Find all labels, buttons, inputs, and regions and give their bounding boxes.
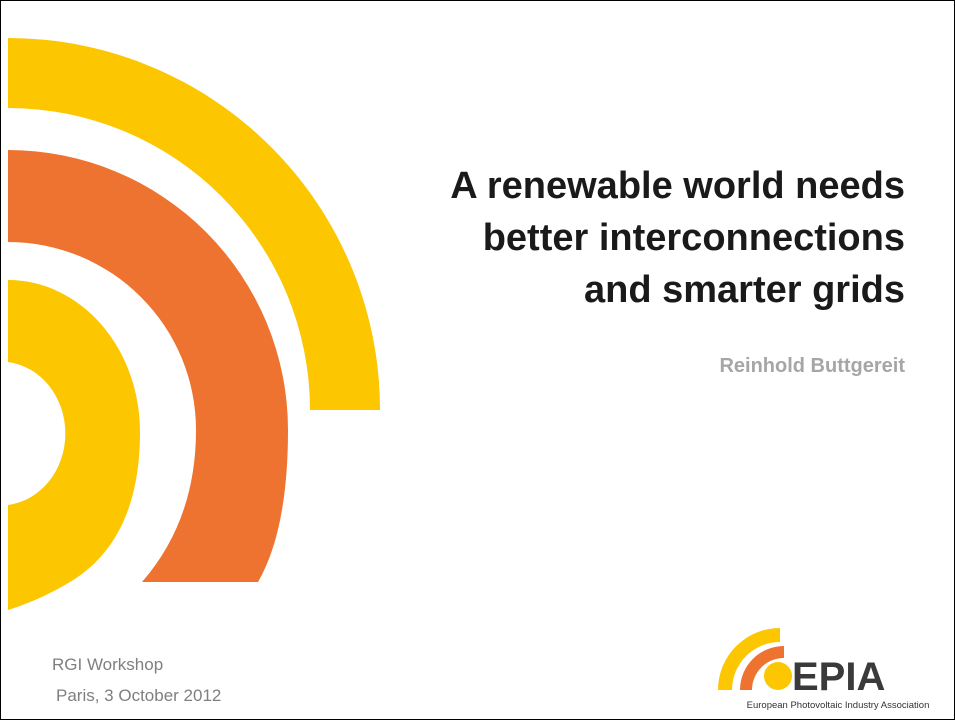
- logo: EPIA European Photovoltaic Industry Asso…: [718, 628, 929, 711]
- footer-line: RGI Workshop: [52, 655, 163, 674]
- logo-arc: [718, 628, 780, 690]
- title-line: better interconnections: [483, 217, 905, 259]
- footer-line: Paris, 3 October 2012: [56, 686, 221, 705]
- author: Reinhold Buttgereit: [719, 355, 905, 377]
- logo-dot: [764, 662, 792, 690]
- inner-arc: [8, 280, 140, 610]
- outer-arc: [8, 38, 380, 410]
- logo-arc: [740, 646, 784, 690]
- title-line: and smarter grids: [584, 269, 905, 311]
- middle-arc: [8, 150, 288, 582]
- title-line: A renewable world needs: [450, 165, 905, 207]
- logo-tagline: European Photovoltaic Industry Associati…: [747, 700, 930, 711]
- logo-name: EPIA: [792, 655, 885, 699]
